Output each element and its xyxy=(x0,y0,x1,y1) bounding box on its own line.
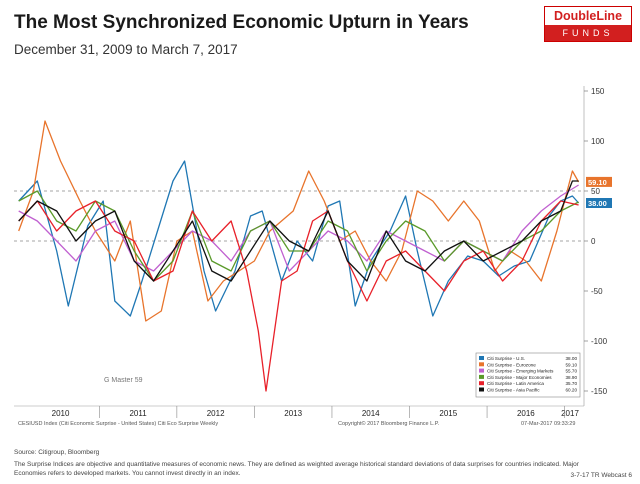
legend-swatch-5 xyxy=(479,387,484,392)
legend: Citi Surprise - U.S. 38.00 Citi Surprise -… xyxy=(475,352,581,398)
chart-title: The Most Synchronized Economic Upturn in… xyxy=(14,12,469,33)
y-tick-label: 0 xyxy=(591,237,596,246)
series-line-1 xyxy=(18,120,580,322)
legend-label-1: Citi Surprise - Eurozone xyxy=(487,362,536,367)
legend-label-3: Citi Surprise - Major Economies xyxy=(487,375,552,380)
chart-subtitle: December 31, 2009 to March 7, 2017 xyxy=(14,42,238,57)
value-tag-label-0: 59.10 xyxy=(588,178,607,187)
bloomberg-center: Copyright© 2017 Bloomberg Finance L.P. xyxy=(338,420,440,427)
legend-swatch-3 xyxy=(479,374,484,379)
y-tick-label: 100 xyxy=(591,137,605,146)
legend-swatch-1 xyxy=(479,362,484,367)
y-tick-label: -50 xyxy=(591,287,603,296)
legend-swatch-0 xyxy=(479,356,484,360)
legend-value-3: 38.90 xyxy=(566,375,578,380)
logo-sub: FUNDS xyxy=(545,25,631,41)
legend-box xyxy=(475,352,581,398)
y-axis: 150 100 50 0 -50 -100 -150 xyxy=(584,87,608,396)
definition-note-1: The Surprise Indices are objective and q… xyxy=(14,461,579,468)
doubleline-logo: DoubleLine FUNDS xyxy=(544,6,632,42)
legend-label-5: Citi Surprise - Asia Pacific xyxy=(487,388,540,393)
y-tick-label: -100 xyxy=(591,337,608,346)
x-tick-label: 2013 xyxy=(284,409,302,418)
definition-note-2: Economies refers to developed markets. Y… xyxy=(14,470,241,477)
series-layer xyxy=(18,120,580,392)
value-tag-box-0 xyxy=(586,176,612,187)
value-tag-label-1: 38.00 xyxy=(588,199,607,208)
legend-swatch-2 xyxy=(479,368,484,373)
legend-swatch-4 xyxy=(479,381,484,386)
y-tick-label: 150 xyxy=(591,87,605,96)
legend-label-4: Citi Surprise - Latin America xyxy=(487,381,544,386)
x-tick-label: 2017 xyxy=(561,409,579,418)
y-tick-label: -150 xyxy=(591,387,608,396)
legend-value-5: 60.20 xyxy=(566,388,578,393)
legend-value-0: 38.00 xyxy=(566,356,578,361)
legend-value-4: 35.70 xyxy=(566,381,578,386)
x-tick-label: 2010 xyxy=(52,409,70,418)
bloomberg-left: CESIUSD Index (Citi Economic Surprise - … xyxy=(18,421,218,427)
watermark: G Master 59 xyxy=(104,377,143,384)
logo-brand: DoubleLine xyxy=(545,7,631,25)
bloomberg-right: 07-Mar-2017 09:33:29 xyxy=(521,421,575,427)
legend-value-2: 55.70 xyxy=(566,369,578,374)
series-line-4 xyxy=(18,200,579,392)
x-tick-label: 2016 xyxy=(517,409,535,418)
x-axis: 2010 2011 2012 2013 2014 2015 2016 2017 xyxy=(52,406,579,418)
gridlines xyxy=(14,190,584,242)
x-tick-label: 2014 xyxy=(362,409,380,418)
legend-value-1: 59.10 xyxy=(566,362,578,367)
series-line-5 xyxy=(18,180,579,282)
value-tag-box-1 xyxy=(586,198,612,208)
y-tick-label: 50 xyxy=(591,187,600,196)
x-tick-label: 2011 xyxy=(129,409,147,418)
legend-label-2: Citi Surprise - Emerging Markets xyxy=(487,369,554,374)
webcast-note: 3-7-17 TR Webcast 6 xyxy=(570,472,632,479)
legend-label-0: Citi Surprise - U.S. xyxy=(487,356,525,361)
x-tick-label: 2015 xyxy=(439,409,457,418)
x-tick-label: 2012 xyxy=(207,409,225,418)
series-line-3 xyxy=(18,190,579,282)
source-note: Source: Citigroup, Bloomberg xyxy=(14,449,100,456)
last-value-tags: 59.10 38.00 xyxy=(586,176,612,208)
